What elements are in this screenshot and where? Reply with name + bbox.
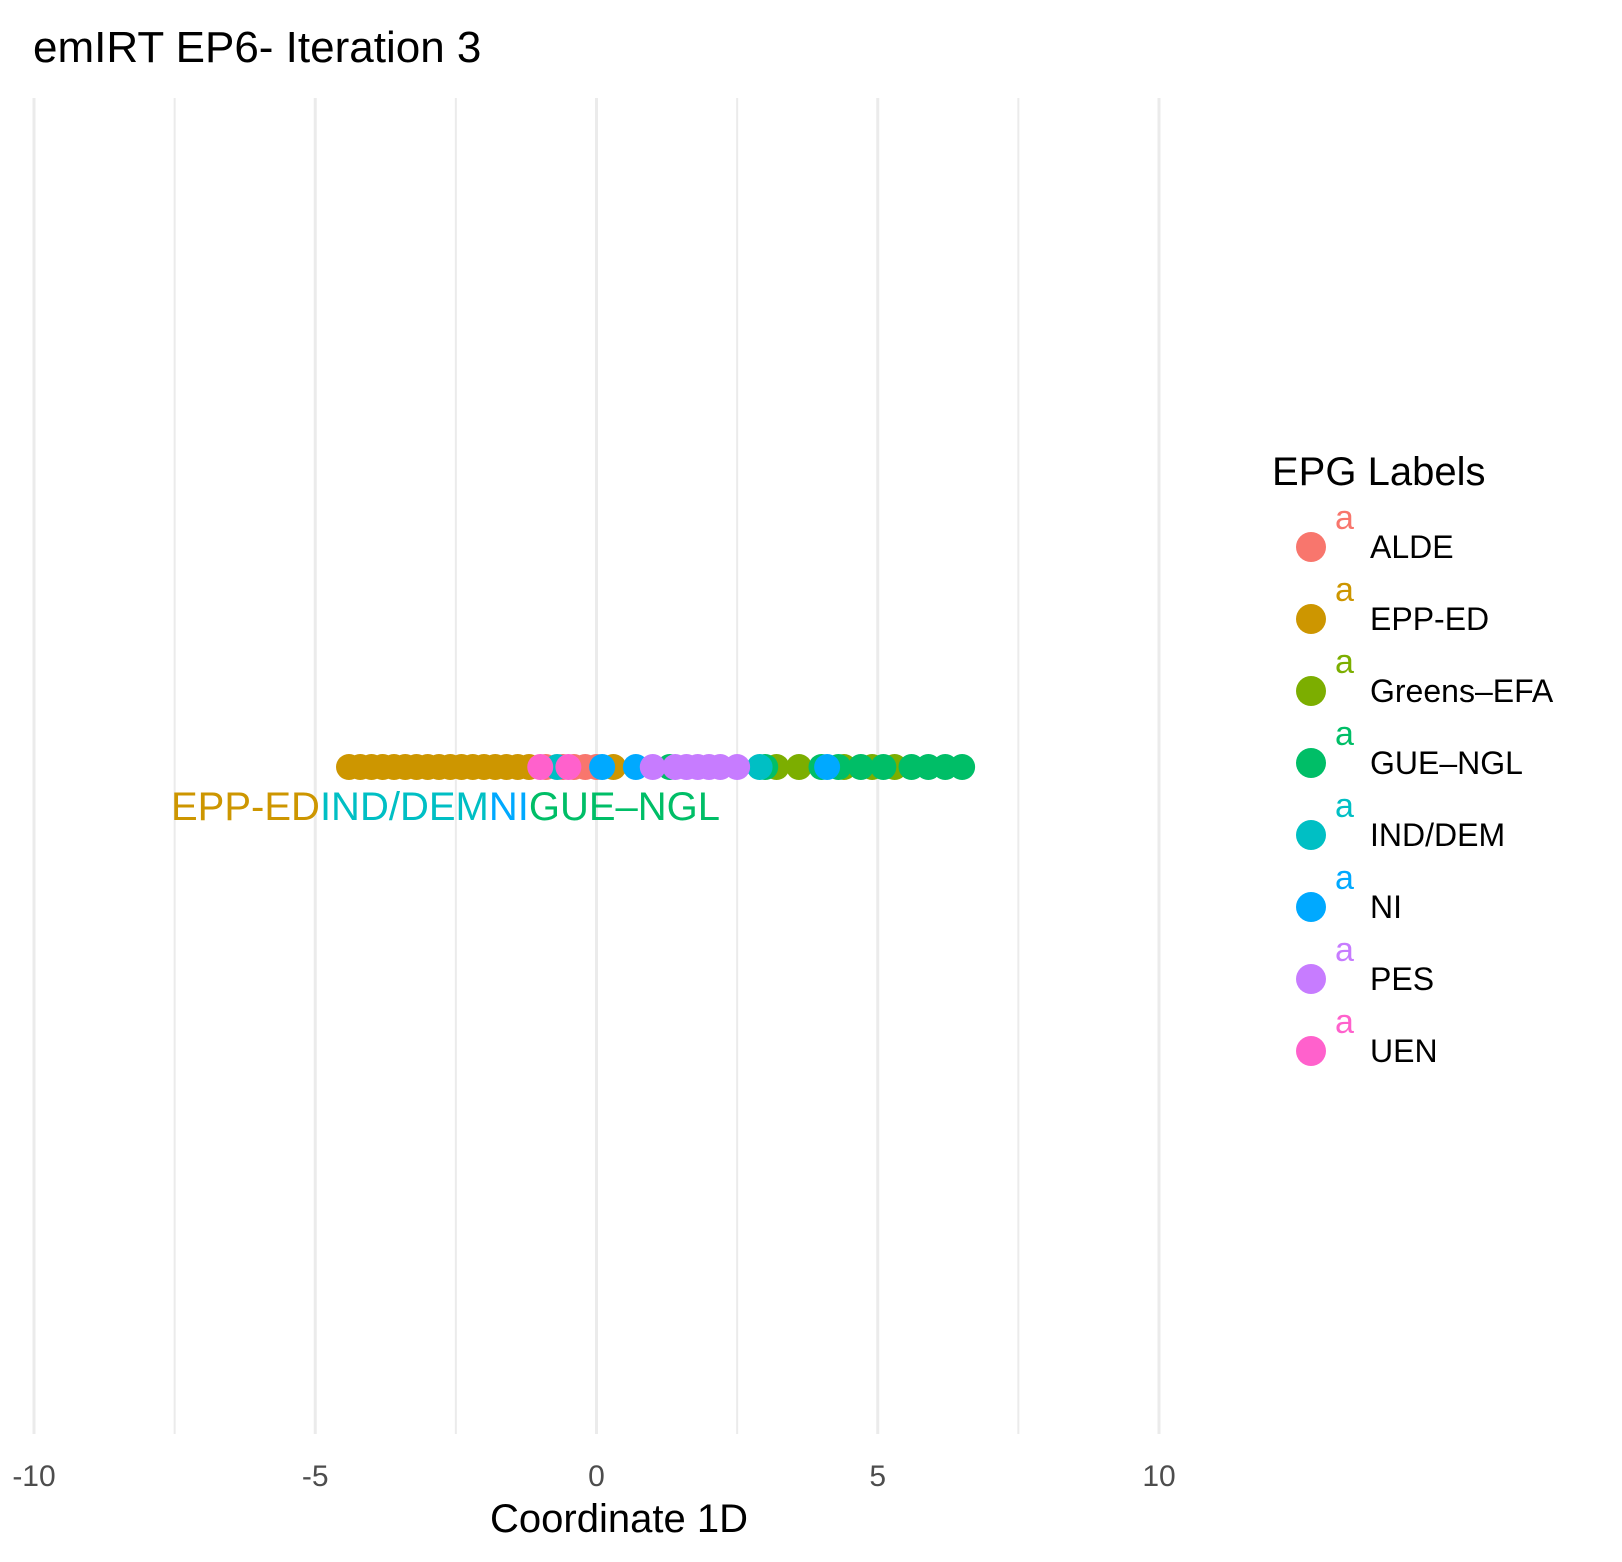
x-tick-label: -5 xyxy=(302,1460,329,1493)
legend-item: a IND/DEM xyxy=(1296,787,1505,853)
legend-item: a GUE–NGL xyxy=(1296,715,1523,781)
data-point xyxy=(786,754,812,780)
chart-title: emIRT EP6- Iteration 3 xyxy=(33,23,481,72)
legend-label: ALDE xyxy=(1370,529,1454,565)
legend-label: GUE–NGL xyxy=(1370,745,1523,781)
data-point xyxy=(555,754,582,780)
data-point xyxy=(527,754,554,780)
legend-title: EPG Labels xyxy=(1272,450,1485,494)
legend-label: UEN xyxy=(1370,1033,1438,1069)
legend-key-dot xyxy=(1296,820,1326,850)
legend-key-letter: a xyxy=(1335,1003,1354,1041)
x-tick-label: 5 xyxy=(869,1460,886,1493)
legend-label: NI xyxy=(1370,889,1402,925)
cluster-label: GUE–NGL xyxy=(529,785,720,829)
legend-key-dot xyxy=(1296,676,1326,706)
legend-key-letter: a xyxy=(1335,499,1354,537)
legend-key-letter: a xyxy=(1335,643,1354,681)
x-axis-ticks: -10 -5 0 5 10 xyxy=(12,1460,1175,1493)
x-tick-label: -10 xyxy=(12,1460,55,1493)
data-points xyxy=(336,754,976,780)
legend-item: a Greens–EFA xyxy=(1296,643,1554,709)
legend-label: PES xyxy=(1370,961,1434,997)
data-point xyxy=(814,754,841,780)
cluster-label: NI xyxy=(489,785,529,829)
data-point xyxy=(870,754,897,780)
x-tick-label: 0 xyxy=(588,1460,605,1493)
cluster-label: IND/DEM xyxy=(320,785,489,829)
data-point xyxy=(724,754,751,780)
legend-items: aALDEaEPP-EDaGreens–EFAaGUE–NGLaIND/DEMa… xyxy=(1296,499,1554,1069)
legend-key-letter: a xyxy=(1335,715,1354,753)
data-point xyxy=(847,754,874,780)
legend-key-letter: a xyxy=(1335,931,1354,969)
legend-key-letter: a xyxy=(1335,859,1354,897)
x-tick-label: 10 xyxy=(1142,1460,1175,1493)
legend-item: a UEN xyxy=(1296,1003,1438,1069)
cluster-label: EPP-ED xyxy=(171,785,320,829)
legend-label: Greens–EFA xyxy=(1370,673,1554,709)
legend-key-dot xyxy=(1296,1036,1326,1066)
legend: EPG Labels a ALDE a EPP-ED a Greens–EFA a GUE–N… xyxy=(1272,450,1554,1069)
cluster-annotation: EPP-EDIND/DEMNIGUE–NGL xyxy=(171,785,720,829)
data-point xyxy=(589,754,616,780)
legend-item: a NI xyxy=(1296,859,1402,925)
legend-label: IND/DEM xyxy=(1370,817,1505,853)
data-point xyxy=(639,754,666,780)
legend-key-letter: a xyxy=(1335,787,1354,825)
data-point xyxy=(746,754,773,780)
legend-key-dot xyxy=(1296,892,1326,922)
legend-key-dot xyxy=(1296,532,1326,562)
legend-item: a EPP-ED xyxy=(1296,571,1489,637)
legend-label: EPP-ED xyxy=(1370,601,1489,637)
legend-item: a PES xyxy=(1296,931,1434,997)
legend-key-dot xyxy=(1296,604,1326,634)
legend-key-dot xyxy=(1296,748,1326,778)
x-axis-title: Coordinate 1D xyxy=(490,1497,748,1541)
legend-key-letter: a xyxy=(1335,571,1354,609)
legend-key-dot xyxy=(1296,964,1326,994)
legend-item: a ALDE xyxy=(1296,499,1454,565)
data-point xyxy=(949,754,976,780)
